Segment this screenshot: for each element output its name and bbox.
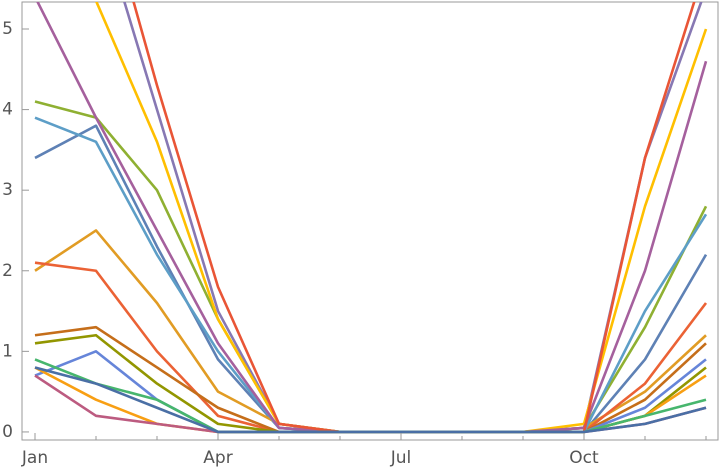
y-tick-label: 0 xyxy=(2,422,13,442)
x-tick-label: Jan xyxy=(21,448,48,468)
plot-frame xyxy=(21,1,719,441)
series-layer xyxy=(34,2,708,434)
x-tick-label: Oct xyxy=(569,448,599,468)
y-tick-label: 1 xyxy=(2,341,13,361)
x-tick-label: Apr xyxy=(203,448,232,468)
x-tick-label: Jul xyxy=(390,448,412,468)
y-tick-label: 3 xyxy=(2,180,13,200)
y-tick-label: 2 xyxy=(2,261,13,281)
y-tick-label: 5 xyxy=(2,19,13,39)
series-line xyxy=(34,366,707,434)
y-tick-label: 4 xyxy=(2,100,13,120)
